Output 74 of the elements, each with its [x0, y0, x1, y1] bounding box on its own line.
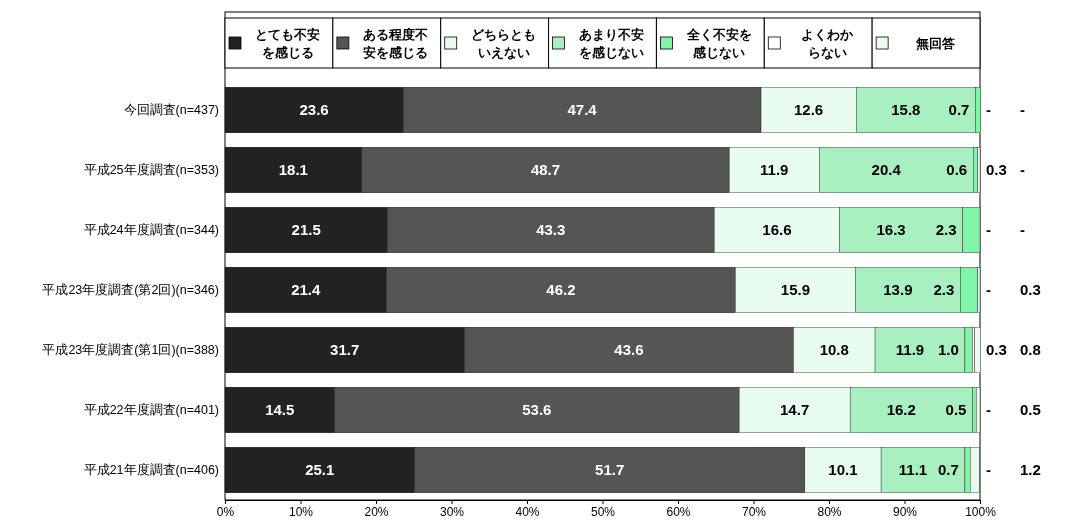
data-label: 21.5 [291, 221, 321, 239]
data-label: 14.7 [780, 401, 810, 419]
data-label: 43.6 [614, 341, 644, 359]
data-label: 0.8 [1020, 341, 1041, 359]
data-label: 2.3 [933, 281, 955, 299]
y-tick-label: 今回調査(n=437) [123, 103, 219, 118]
legend-label: よくわからない [801, 26, 855, 60]
x-tick-label: 80% [817, 504, 842, 519]
data-label: - [986, 281, 991, 299]
data-label: 0.7 [948, 101, 970, 119]
data-label: - [1020, 161, 1025, 179]
y-tick-label: 平成22年度調査(n=401) [83, 402, 219, 418]
data-label: - [986, 461, 991, 479]
data-label: 1.0 [938, 341, 959, 359]
data-label: 0.3 [986, 161, 1007, 179]
data-label: - [986, 101, 991, 119]
x-tick-label: 100% [965, 504, 997, 519]
data-label: 51.7 [595, 461, 625, 479]
data-label: - [986, 401, 991, 419]
data-label: 31.7 [330, 341, 360, 359]
data-label: 10.8 [819, 341, 849, 359]
data-label: 53.6 [522, 401, 552, 419]
data-label: 11.9 [760, 161, 789, 179]
data-label: 13.9 [883, 281, 913, 299]
x-tick-label: 70% [741, 504, 767, 519]
data-label: 0.3 [986, 341, 1007, 359]
data-label: 20.4 [871, 161, 902, 179]
data-label: 16.2 [886, 401, 916, 419]
x-tick-label: 20% [364, 504, 389, 519]
y-tick-label: 平成23年度調査(第1回)(n=388) [42, 342, 219, 358]
legend-label: とても不安を感じる [255, 26, 321, 60]
data-label: 16.3 [876, 221, 906, 239]
legend-label: どちらともいえない [471, 26, 537, 60]
data-label: 0.5 [945, 401, 967, 419]
data-label: 11.9 [895, 341, 925, 359]
data-label: 43.3 [536, 221, 566, 239]
data-label: 15.9 [780, 281, 810, 299]
data-label: 0.6 [946, 161, 968, 179]
y-tick-label: 平成24年度調査(n=344) [83, 222, 219, 238]
data-label: 16.6 [762, 221, 792, 239]
data-label: 10.1 [828, 461, 858, 479]
data-label: 0.7 [938, 461, 959, 479]
data-label: 14.5 [265, 401, 295, 419]
data-label: 46.2 [546, 281, 576, 299]
data-label: 2.3 [935, 221, 957, 239]
data-label: 48.7 [530, 161, 561, 179]
data-label: - [1020, 221, 1025, 239]
data-label: 18.1 [278, 161, 308, 179]
legend-label: 無回答 [914, 35, 955, 51]
data-label: 11.1 [898, 461, 928, 479]
data-label: 0.5 [1020, 401, 1041, 419]
x-tick-label: 90% [892, 504, 918, 519]
y-tick-label: 平成25年度調査(n=353) [83, 162, 219, 178]
data-label: 23.6 [299, 101, 329, 119]
x-tick-label: 40% [515, 504, 540, 519]
data-label: - [1020, 101, 1025, 119]
x-tick-label: 30% [439, 504, 465, 519]
data-label: 12.6 [794, 101, 824, 119]
y-tick-label: 平成23年度調査(第2回)(n=346) [42, 282, 219, 298]
data-label: 0.3 [1020, 281, 1041, 299]
data-label: 25.1 [305, 461, 335, 479]
data-label: 21.4 [291, 281, 322, 299]
data-label: 47.4 [567, 101, 598, 119]
data-label: 1.2 [1020, 461, 1041, 479]
data-label: 15.8 [891, 101, 921, 119]
data-label: - [986, 221, 991, 239]
x-tick-label: 60% [666, 504, 691, 519]
legend-label: あまり不安を感じない [579, 26, 644, 60]
x-tick-label: 10% [288, 504, 314, 519]
x-tick-label: 50% [590, 504, 616, 519]
legend-label: ある程度不安を感じる [363, 26, 429, 60]
y-tick-label: 平成21年度調査(n=406) [83, 462, 219, 478]
legend-label: 全く不安を感じない [685, 26, 752, 60]
x-tick-label: 0% [216, 504, 235, 519]
